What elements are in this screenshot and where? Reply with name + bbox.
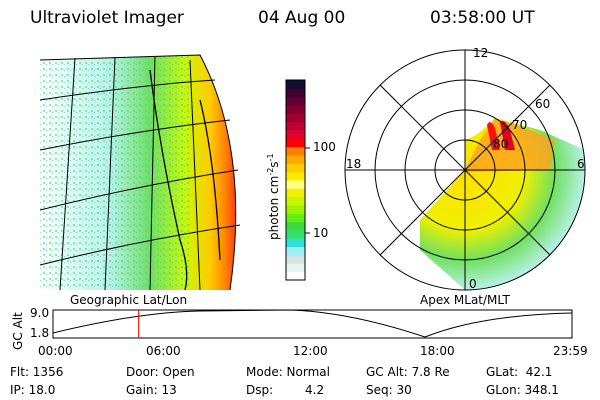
dsp-label: Dsp:: [246, 383, 274, 397]
colorbar-segment: [286, 163, 305, 173]
colorbar-frame: [285, 79, 306, 281]
auroral-emission-polar: [420, 118, 585, 290]
colorbar-segment: [286, 155, 305, 164]
colorbar-segment: [286, 171, 305, 181]
y-tick-9: 9.0: [30, 306, 50, 320]
x-tick-0600: 06:00: [146, 344, 181, 358]
colorbar-segment: [286, 188, 305, 198]
colorbar-segment: [286, 80, 305, 89]
colorbar-segment: [286, 88, 305, 98]
colorbar-unit-exp2: -1: [266, 153, 275, 162]
colorbar-segment: [286, 205, 305, 214]
x-tick-1800: 18:00: [420, 344, 455, 358]
date-label: 04 Aug 00: [258, 8, 346, 28]
lat-lon-grid: [39, 54, 241, 291]
mlat-70: 70: [512, 118, 528, 132]
colorbar-segment: [286, 105, 305, 114]
left-panel-label: Geographic Lat/Lon: [70, 293, 188, 307]
colorbar-tick-10: 10: [313, 226, 329, 240]
colorbar-segment: [286, 146, 305, 156]
colorbar-ticks: [305, 147, 310, 234]
geographic-longitude: GLon: 348.1: [486, 383, 559, 397]
altitude-curve: [52, 309, 573, 338]
colorbar-segment: [286, 246, 305, 256]
mlt-0: 0: [469, 277, 477, 291]
altitude-plot: [52, 309, 573, 339]
right-panel-label: Apex MLat/MLT: [420, 293, 510, 307]
colorbar-segment: [286, 238, 305, 248]
flight-number: Flt: 1356: [10, 365, 64, 379]
colorbar-segment: [286, 121, 305, 131]
colorbar-segment: [286, 230, 305, 239]
colorbar-tick-100: 100: [313, 140, 336, 154]
y-tick-1-8: 1.8: [30, 326, 50, 340]
geographic-latitude: GLat: 42.1: [486, 365, 553, 379]
x-tick-2359: 23:59: [553, 344, 588, 358]
mode-value: Mode: Normal: [246, 365, 330, 379]
colorbar-segment: [286, 96, 305, 106]
colorbar-segment: [286, 180, 305, 189]
auroral-emission-geo: [40, 55, 236, 290]
door-status: Door: Open: [126, 365, 195, 379]
altitude-axis-label: GC Alt: [11, 312, 25, 350]
mlat-80: 80: [493, 137, 509, 151]
colorbar-segment: [286, 255, 305, 264]
x-tick-0000: 00:00: [38, 344, 73, 358]
mlat-60: 60: [535, 97, 551, 111]
x-tick-1200: 12:00: [293, 344, 328, 358]
colorbar-unit: photon cm: [267, 175, 281, 240]
ip-value: IP: 18.0: [10, 383, 56, 397]
apex-polar-plot: [344, 49, 586, 291]
colorbar-segment: [286, 221, 305, 231]
time-label: 03:58:00 UT: [430, 8, 535, 28]
mlt-18: 18: [346, 157, 362, 171]
colorbar-segment: [286, 130, 305, 139]
colorbar-segment: [286, 271, 305, 281]
mlt-12: 12: [473, 46, 489, 60]
mlt-6: 6: [577, 157, 585, 171]
colorbar-segment: [286, 113, 305, 123]
colorbar-segment: [286, 196, 305, 206]
gain-value: Gain: 13: [126, 383, 177, 397]
sequence-number: Seq: 30: [366, 383, 412, 397]
colorbar-segment: [286, 138, 305, 148]
colorbar-unit-s: s: [267, 161, 281, 168]
colorbar: [285, 79, 306, 281]
instrument-title: Ultraviolet Imager: [30, 8, 184, 28]
colorbar-unit-exp1: -2: [266, 167, 275, 176]
colorbar-segment: [286, 213, 305, 223]
gc-altitude: GC Alt: 7.8 Re: [366, 365, 450, 379]
colorbar-unit-label: photon cm-2s-1: [266, 153, 281, 240]
colorbar-segment: [286, 263, 305, 273]
dsp-value: 4.2: [305, 383, 325, 397]
